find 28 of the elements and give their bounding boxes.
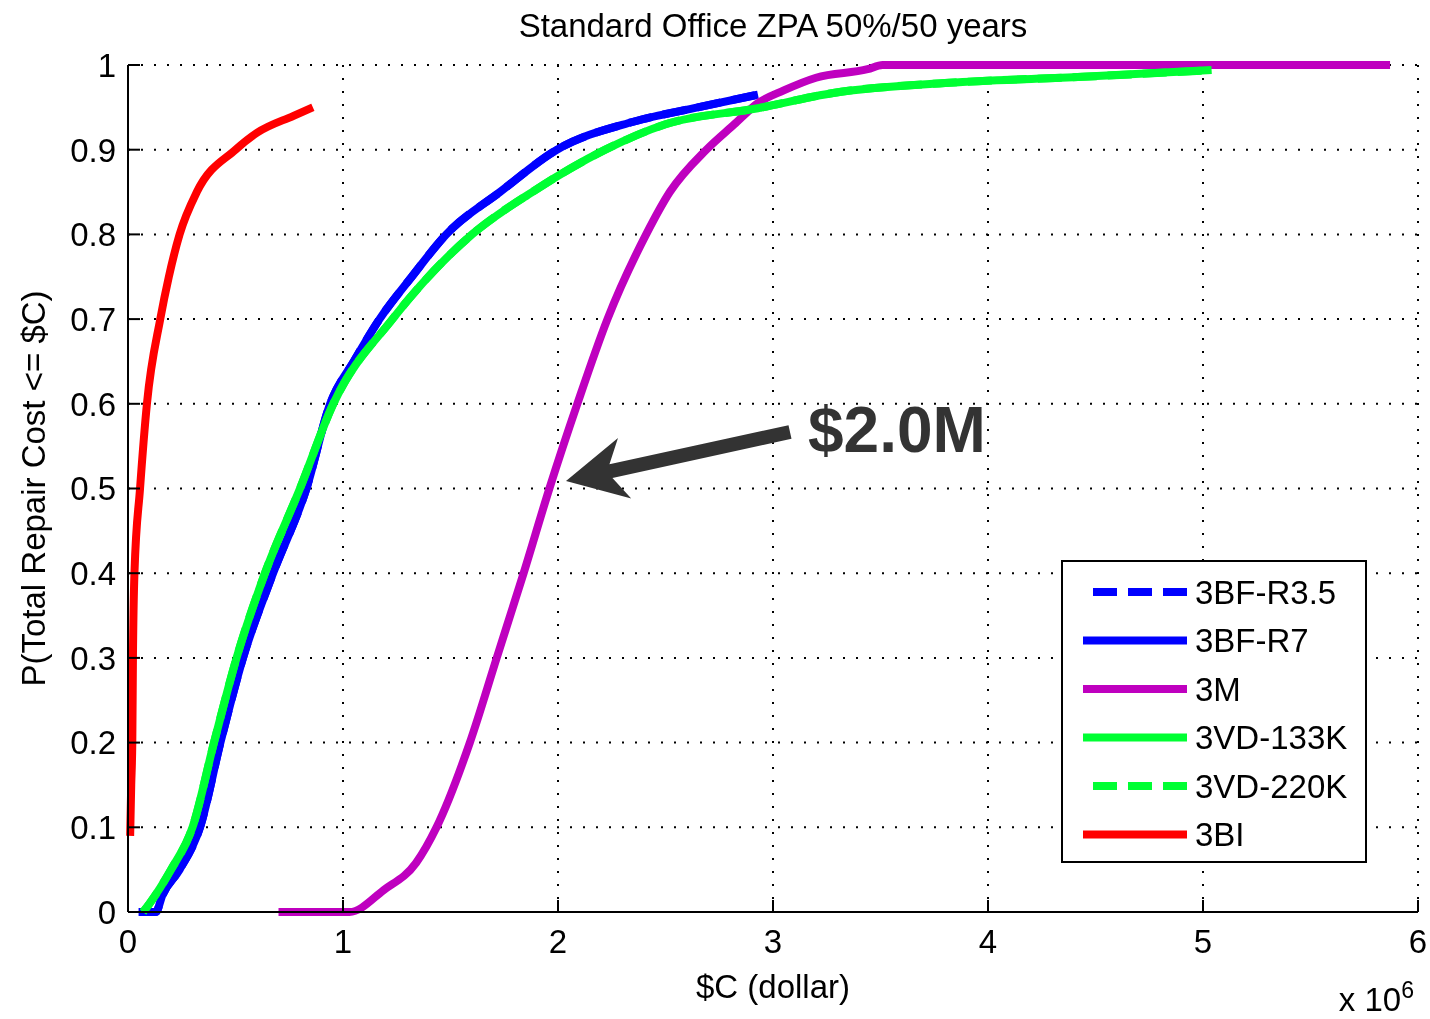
legend-label: 3BI <box>1195 816 1245 854</box>
x-tick-label: 4 <box>978 923 998 960</box>
y-tick-label: 0.9 <box>70 131 116 169</box>
y-tick-label: 0.2 <box>70 724 116 762</box>
x-tick-label: 5 <box>1193 923 1213 960</box>
annotation: $2.0M <box>808 394 986 466</box>
y-tick-label: 0.7 <box>70 300 116 338</box>
legend-label: 3BF-R7 <box>1195 622 1309 660</box>
chart-title: Standard Office ZPA 50%/50 years <box>518 7 1028 44</box>
y-tick-label: 0.8 <box>70 216 116 254</box>
x-tick-label: 1 <box>333 923 353 960</box>
y-tick-label: 0 <box>97 893 116 931</box>
y-tick-label: 0.3 <box>70 639 116 677</box>
text: x 10$^{6}$ <box>1338 977 1414 1018</box>
x-tick-label: 6 <box>1408 923 1428 960</box>
y-tick-label: 0.1 <box>70 809 116 847</box>
legend-label: 3VD-133K <box>1195 719 1348 757</box>
y-axis-title: P(Total Repair Cost <= $C) <box>15 290 52 687</box>
y-tick-label: 0.4 <box>70 555 116 593</box>
legend-label: 3BF-R3.5 <box>1195 573 1337 611</box>
y-tick-label: 0.6 <box>70 385 116 423</box>
x-tick-label: 2 <box>548 923 568 960</box>
x-axis-title: $C (dollar) <box>695 968 851 1005</box>
legend-label: 3M <box>1195 670 1241 708</box>
y-tick-label: 1 <box>97 46 116 84</box>
x-tick-label: 3 <box>763 923 783 960</box>
legend-label: 3VD-220K <box>1195 767 1348 805</box>
y-tick-label: 0.5 <box>70 470 116 508</box>
